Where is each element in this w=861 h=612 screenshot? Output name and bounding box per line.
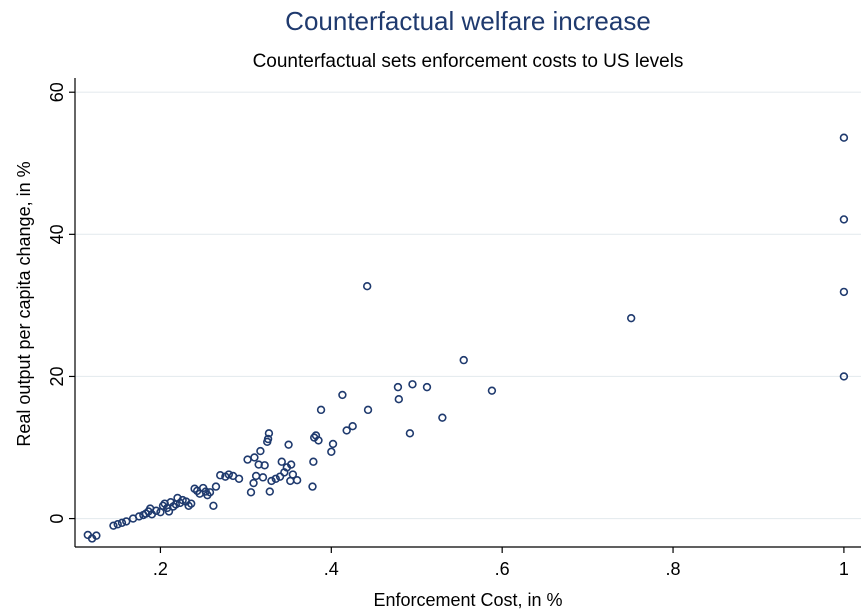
data-point-89 [839, 133, 849, 142]
data-point-76 [342, 426, 351, 435]
data-point-19 [164, 507, 174, 516]
data-point-14 [151, 506, 161, 515]
x-tick-label-2: .6 [495, 559, 510, 579]
data-point-47 [251, 471, 261, 481]
data-point-44 [246, 488, 256, 497]
data-point-68 [309, 457, 318, 466]
y-tick-label-1: 20 [47, 366, 67, 386]
data-point-74 [328, 439, 338, 449]
data-point-16 [158, 501, 168, 510]
chart-title: Counterfactual welfare increase [285, 6, 651, 36]
data-point-73 [327, 447, 336, 456]
data-point-38 [216, 471, 225, 480]
data-point-65 [288, 470, 298, 479]
data-point-80 [393, 382, 403, 392]
data-point-77 [348, 421, 357, 431]
data-point-79 [363, 405, 373, 415]
data-point-92 [839, 372, 849, 381]
data-point-87 [487, 386, 497, 395]
data-point-57 [271, 474, 280, 483]
data-point-45 [249, 478, 258, 488]
data-point-37 [211, 482, 221, 491]
data-point-51 [260, 461, 269, 470]
chart-subtitle: Counterfactual sets enforcement costs to… [253, 51, 684, 72]
x-axis-label: Enforcement Cost, in % [373, 590, 562, 610]
data-point-82 [405, 429, 415, 438]
data-point-36 [209, 501, 218, 510]
x-tick-label-3: .8 [666, 559, 681, 579]
data-point-40 [224, 470, 233, 479]
data-point-64 [286, 460, 296, 469]
data-point-35 [205, 488, 215, 497]
data-point-6 [122, 517, 131, 526]
data-point-43 [243, 455, 252, 464]
data-point-88 [626, 313, 636, 323]
data-point-56 [267, 476, 276, 486]
data-point-49 [256, 446, 265, 456]
axes [69, 78, 861, 553]
gridlines [75, 91, 861, 520]
data-point-53 [263, 434, 273, 444]
data-point-55 [265, 487, 274, 496]
data-point-67 [308, 482, 317, 491]
data-point-58 [275, 472, 285, 481]
x-tick-label-0: .2 [153, 559, 168, 579]
tick-labels: 0 20 40 60 .2 .4 .6 .8 1 [47, 82, 849, 579]
data-points [83, 133, 849, 543]
data-point-8 [134, 512, 144, 521]
data-point-83 [408, 380, 417, 389]
data-point-28 [186, 499, 196, 508]
data-point-90 [839, 215, 849, 224]
data-point-81 [394, 394, 403, 404]
data-point-62 [284, 440, 293, 449]
data-point-3 [109, 521, 118, 530]
y-tick-label-3: 60 [47, 82, 67, 102]
data-point-4 [113, 520, 122, 529]
data-point-85 [438, 413, 447, 422]
y-axis-label: Real output per capita change, in % [14, 161, 34, 446]
data-point-54 [264, 429, 274, 438]
data-point-84 [422, 382, 432, 392]
x-tick-label-4: 1 [839, 559, 849, 579]
data-point-72 [316, 405, 326, 415]
data-point-42 [234, 474, 244, 483]
data-point-5 [117, 518, 127, 528]
data-point-59 [277, 457, 286, 466]
x-tick-label-1: .4 [324, 559, 339, 579]
data-point-91 [839, 287, 849, 297]
data-point-71 [314, 436, 323, 445]
data-point-86 [459, 355, 468, 365]
data-point-46 [250, 453, 259, 462]
data-point-50 [258, 473, 268, 482]
data-point-2 [92, 531, 101, 540]
y-tick-label-2: 40 [47, 224, 67, 244]
data-point-75 [338, 390, 347, 400]
data-point-66 [292, 476, 302, 485]
y-tick-label-0: 0 [47, 514, 67, 524]
data-point-78 [362, 282, 372, 291]
